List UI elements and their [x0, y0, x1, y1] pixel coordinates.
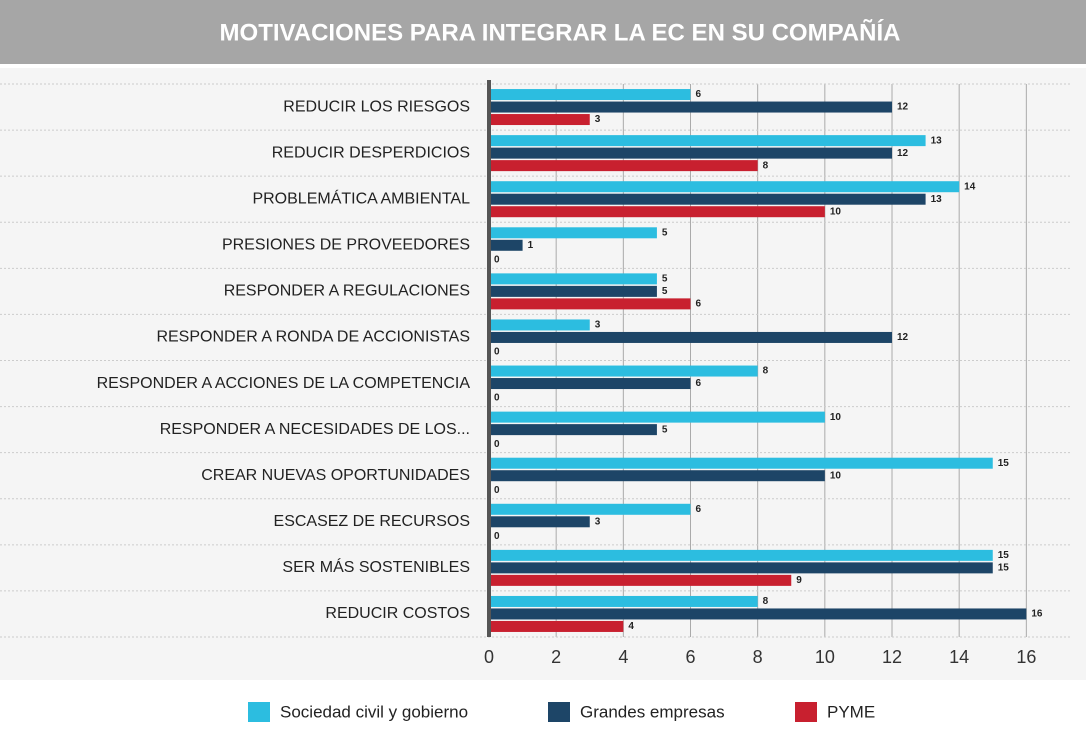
x-tick-label: 14 — [949, 647, 969, 667]
y-tick-label: REDUCIR DESPERDICIOS — [272, 144, 470, 161]
data-label: 6 — [696, 299, 702, 310]
bar — [489, 503, 691, 515]
bar — [489, 620, 624, 632]
y-tick-label: CREAR NUEVAS OPORTUNIDADES — [201, 467, 470, 484]
bar — [489, 101, 893, 113]
data-label: 12 — [897, 148, 909, 159]
x-tick-label: 12 — [882, 647, 902, 667]
y-tick-label: RESPONDER A RONDA DE ACCIONISTAS — [156, 329, 470, 346]
legend-swatch — [548, 702, 570, 722]
legend-swatch — [795, 702, 817, 722]
data-label: 1 — [528, 240, 534, 251]
data-label: 4 — [628, 621, 634, 632]
legend-swatch — [248, 702, 270, 722]
data-label: 6 — [696, 504, 702, 515]
bar — [489, 562, 993, 574]
data-label: 8 — [763, 366, 769, 377]
x-tick-label: 0 — [484, 647, 494, 667]
bar — [489, 574, 792, 586]
bar — [489, 206, 825, 218]
bar — [489, 273, 657, 285]
y-tick-label: RESPONDER A ACCIONES DE LA COMPETENCIA — [97, 375, 471, 392]
x-tick-label: 6 — [685, 647, 695, 667]
data-label: 15 — [998, 550, 1010, 561]
data-label: 3 — [595, 114, 601, 125]
x-tick-label: 4 — [618, 647, 628, 667]
data-label: 8 — [763, 160, 769, 171]
y-tick-label: SER MÁS SOSTENIBLES — [282, 557, 470, 576]
bar — [489, 378, 691, 390]
legend-label: PYME — [827, 702, 875, 721]
x-tick-label: 2 — [551, 647, 561, 667]
bar — [489, 147, 893, 159]
bar — [489, 114, 590, 126]
bar — [489, 193, 926, 205]
data-label: 16 — [1031, 609, 1043, 620]
data-label: 13 — [931, 194, 943, 205]
legend-label: Sociedad civil y gobierno — [280, 702, 468, 721]
y-tick-label: RESPONDER A NECESIDADES DE LOS... — [160, 421, 470, 438]
y-tick-label: REDUCIR COSTOS — [325, 605, 470, 622]
data-label: 13 — [931, 135, 943, 146]
data-label: 0 — [494, 439, 500, 450]
data-label: 0 — [494, 485, 500, 496]
bar — [489, 331, 893, 343]
bar — [489, 411, 825, 423]
data-label: 5 — [662, 274, 668, 285]
data-label: 0 — [494, 393, 500, 404]
data-label: 15 — [998, 563, 1010, 574]
data-label: 14 — [964, 181, 976, 192]
bar — [489, 516, 590, 528]
bar — [489, 457, 993, 469]
bar — [489, 285, 657, 297]
bar — [489, 181, 960, 193]
data-label: 12 — [897, 332, 909, 343]
data-label: 8 — [763, 596, 769, 607]
title-bar — [0, 0, 1086, 64]
bar — [489, 135, 926, 147]
data-label: 10 — [830, 206, 842, 217]
x-tick-label: 10 — [815, 647, 835, 667]
bar — [489, 239, 523, 251]
legend-label: Grandes empresas — [580, 702, 725, 721]
data-label: 15 — [998, 458, 1010, 469]
y-tick-label: PRESIONES DE PROVEEDORES — [222, 237, 470, 254]
data-label: 12 — [897, 102, 909, 113]
data-label: 6 — [696, 378, 702, 389]
bar — [489, 298, 691, 310]
y-tick-label: RESPONDER A REGULACIONES — [224, 283, 470, 300]
data-label: 6 — [696, 89, 702, 100]
bar — [489, 549, 993, 561]
bar — [489, 227, 657, 239]
data-label: 10 — [830, 470, 842, 481]
chart-title: MOTIVACIONES PARA INTEGRAR LA EC EN SU C… — [220, 18, 901, 46]
data-label: 5 — [662, 286, 668, 297]
bar — [489, 160, 758, 172]
bar — [489, 319, 590, 331]
data-label: 5 — [662, 424, 668, 435]
data-label: 10 — [830, 412, 842, 423]
data-label: 0 — [494, 531, 500, 542]
y-tick-label: REDUCIR LOS RIESGOS — [283, 98, 470, 115]
x-tick-label: 8 — [753, 647, 763, 667]
data-label: 0 — [494, 254, 500, 265]
bar — [489, 424, 657, 436]
bar — [489, 365, 758, 377]
data-label: 3 — [595, 320, 601, 331]
data-label: 5 — [662, 227, 668, 238]
bar — [489, 470, 825, 482]
bar — [489, 89, 691, 101]
y-tick-label: PROBLEMÁTICA AMBIENTAL — [252, 188, 470, 207]
bar — [489, 608, 1027, 620]
bar — [489, 595, 758, 607]
data-label: 9 — [796, 575, 802, 586]
y-tick-label: ESCASEZ DE RECURSOS — [274, 513, 470, 530]
data-label: 0 — [494, 347, 500, 358]
data-label: 3 — [595, 516, 601, 527]
x-tick-label: 16 — [1016, 647, 1036, 667]
